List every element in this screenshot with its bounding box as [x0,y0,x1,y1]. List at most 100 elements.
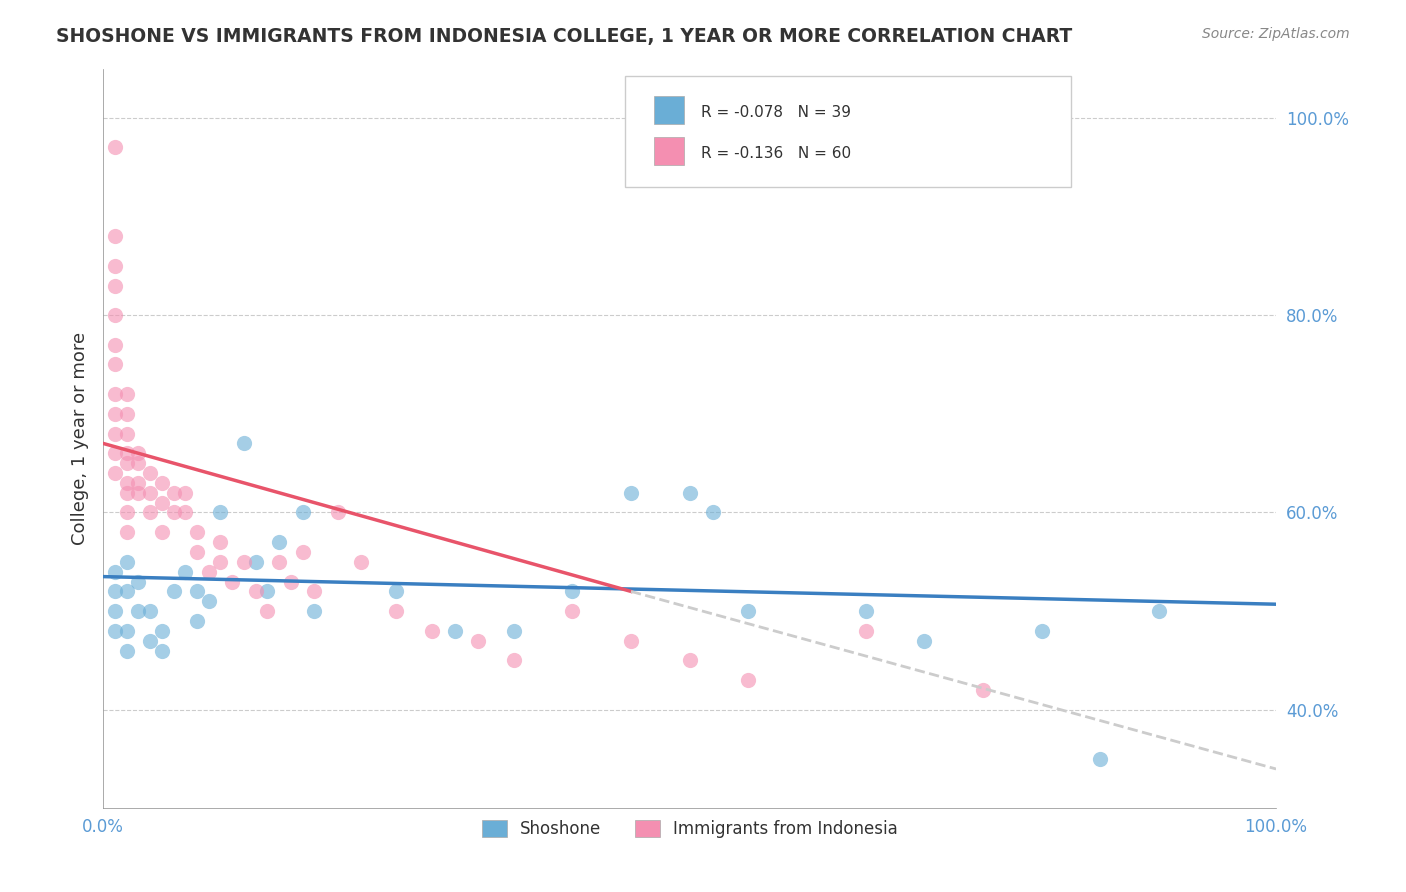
Point [115,525,138,540]
Point [104,624,127,638]
Point [291,506,314,520]
Point [737,604,759,618]
Point [350,555,373,569]
Point [326,506,349,520]
Point [280,574,302,589]
Point [702,506,724,520]
Point [104,337,127,351]
Point [127,475,149,490]
Point [104,259,127,273]
Text: Source: ZipAtlas.com: Source: ZipAtlas.com [1202,27,1350,41]
Point [104,584,127,599]
Point [104,604,127,618]
Point [221,574,243,589]
Point [115,446,138,460]
FancyBboxPatch shape [654,137,683,165]
Point [232,555,254,569]
Point [115,387,138,401]
Point [139,633,162,648]
Point [304,604,326,618]
Point [245,584,267,599]
Point [104,387,127,401]
Point [174,565,197,579]
Point [162,584,184,599]
Point [291,545,314,559]
Point [467,633,489,648]
Point [1031,624,1053,638]
Point [162,506,184,520]
Legend: Shoshone, Immigrants from Indonesia: Shoshone, Immigrants from Indonesia [475,813,904,845]
Point [162,485,184,500]
Point [267,555,290,569]
Point [912,633,935,648]
Point [209,535,232,549]
Y-axis label: College, 1 year or more: College, 1 year or more [72,332,89,545]
Point [115,584,138,599]
Point [256,584,278,599]
Point [115,407,138,421]
Point [115,456,138,470]
FancyBboxPatch shape [626,76,1071,187]
Point [1088,752,1111,766]
Point [150,495,173,509]
Point [174,485,197,500]
Point [304,584,326,599]
Point [561,604,583,618]
Point [209,555,232,569]
Point [115,426,138,441]
Point [186,525,208,540]
Point [104,308,127,322]
Point [127,446,149,460]
Point [115,555,138,569]
Point [104,446,127,460]
Text: R = -0.136   N = 60: R = -0.136 N = 60 [702,146,852,161]
Point [150,525,173,540]
Point [444,624,467,638]
Point [104,358,127,372]
Point [174,506,197,520]
Point [502,624,524,638]
Point [115,643,138,657]
Point [256,604,278,618]
Point [420,624,443,638]
Text: R = -0.078   N = 39: R = -0.078 N = 39 [702,105,852,120]
Point [139,604,162,618]
Point [139,506,162,520]
Point [104,466,127,480]
Point [561,584,583,599]
Point [678,653,700,667]
FancyBboxPatch shape [654,96,683,124]
Point [150,475,173,490]
Point [186,614,208,628]
Point [127,485,149,500]
Point [104,278,127,293]
Point [115,506,138,520]
Point [104,229,127,244]
Point [232,436,254,450]
Point [1147,604,1170,618]
Point [150,624,173,638]
Point [139,466,162,480]
Point [267,535,290,549]
Point [209,506,232,520]
Point [186,584,208,599]
Point [385,604,408,618]
Point [385,584,408,599]
Point [855,624,877,638]
Point [115,475,138,490]
Point [115,485,138,500]
Point [104,565,127,579]
Point [104,426,127,441]
Point [127,574,149,589]
Point [186,545,208,559]
Point [737,673,759,688]
Point [127,456,149,470]
Point [127,604,149,618]
Point [972,683,994,698]
Point [245,555,267,569]
Point [115,624,138,638]
Point [104,140,127,154]
Point [104,407,127,421]
Point [150,643,173,657]
Point [502,653,524,667]
